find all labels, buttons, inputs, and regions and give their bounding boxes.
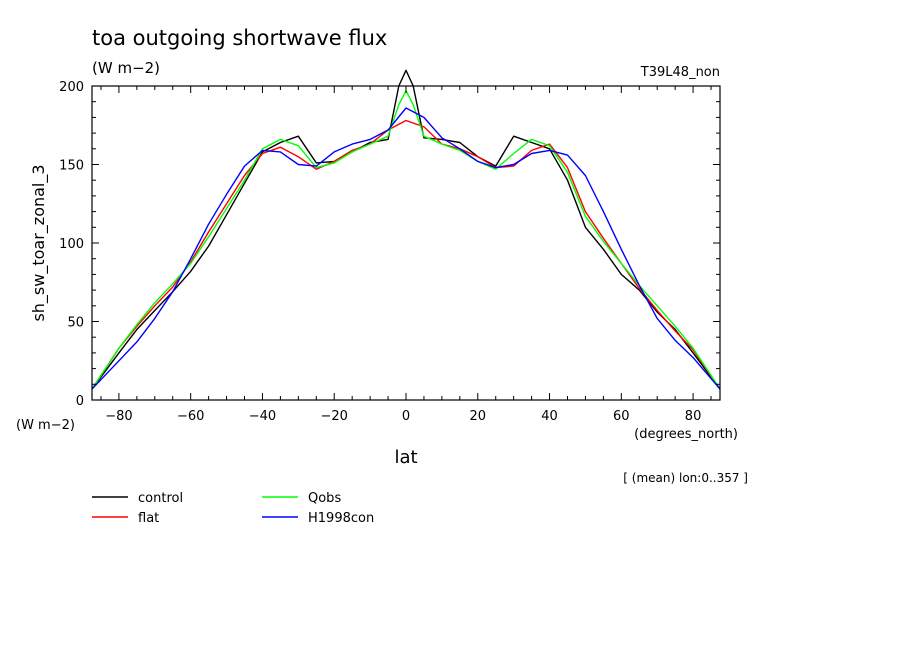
x-tick-label: 80	[685, 409, 702, 424]
y-tick-label: 50	[67, 316, 84, 331]
chart-title: toa outgoing shortwave flux	[92, 26, 387, 50]
legend-label-flat: flat	[138, 511, 159, 526]
series-line-control	[91, 69, 721, 390]
x-tick-label: −40	[249, 409, 276, 424]
legend-label-qobs: Qobs	[308, 491, 341, 506]
run-label: T39L48_non	[640, 65, 720, 80]
plot-frame	[91, 85, 721, 401]
x-axis-label: lat	[394, 447, 417, 468]
chart-units: (W m−2)	[92, 59, 160, 77]
x-tick-label: 20	[469, 409, 486, 424]
series-line-h1998con	[91, 107, 721, 390]
series-layer	[91, 69, 721, 390]
y-axis-units: (W m−2)	[16, 418, 75, 433]
y-tick-label: 150	[59, 159, 84, 174]
x-tick-label: −80	[105, 409, 132, 424]
frame-layer	[91, 85, 721, 401]
y-tick-label: 100	[59, 237, 84, 252]
y-axis-label: sh_sw_toar_zonal_3	[29, 164, 49, 321]
legend: control flat Qobs H1998con	[92, 491, 374, 526]
x-tick-label: −60	[177, 409, 204, 424]
x-tick-label: 40	[541, 409, 558, 424]
series-line-flat	[91, 119, 721, 390]
x-axis-units: (degrees_north)	[634, 427, 738, 442]
x-tick-label: −20	[321, 409, 348, 424]
x-tick-label: 0	[402, 409, 410, 424]
legend-label-control: control	[138, 491, 183, 506]
legend-label-h1998con: H1998con	[308, 511, 374, 526]
x-tick-label: 60	[613, 409, 630, 424]
series-line-qobs	[91, 89, 721, 390]
ticks-layer: −80 −60 −40 −20 0 20 40 60 80 0 50 100 150 200	[59, 80, 720, 424]
y-tick-label: 200	[59, 80, 84, 95]
mean-note: [ (mean) lon:0..357 ]	[623, 471, 748, 485]
y-tick-label: 0	[76, 394, 84, 409]
